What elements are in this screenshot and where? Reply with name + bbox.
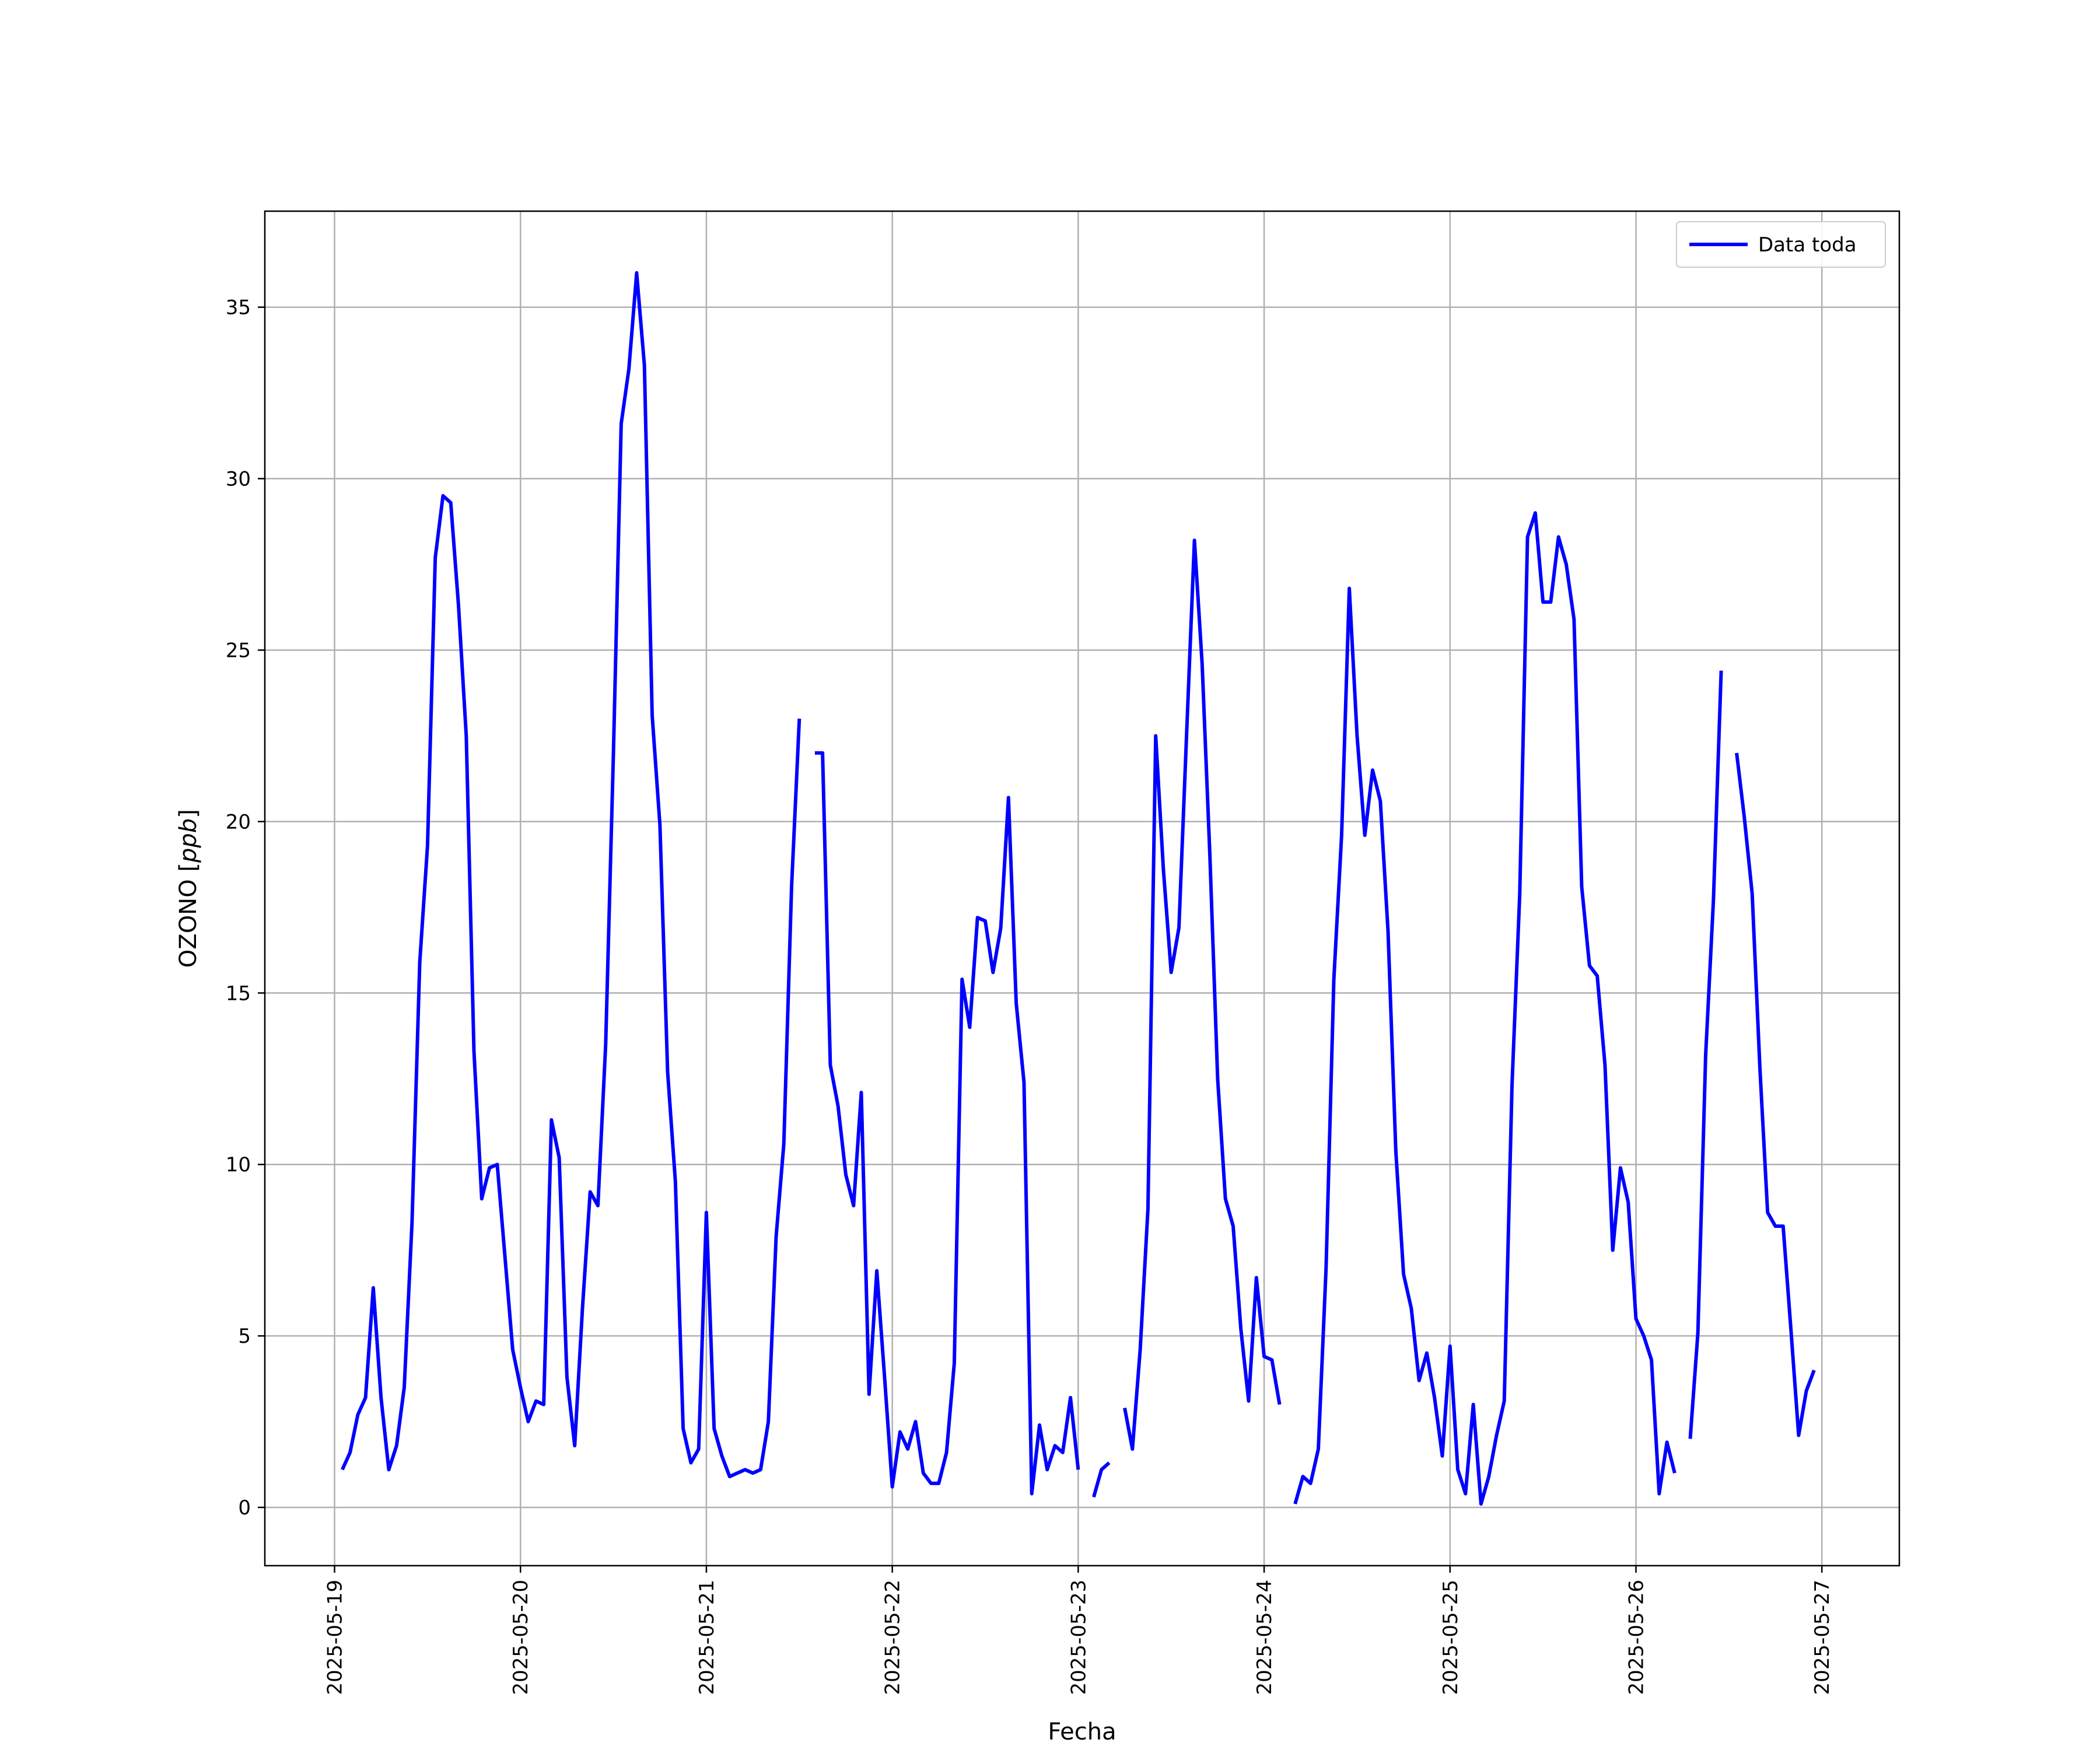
x-axis-label: Fecha [1048,1718,1116,1745]
y-tick-label: 10 [226,1153,251,1177]
series-line-segment [341,271,802,1479]
legend-box [1676,221,1886,268]
y-axis: 0 5 10 15 20 25 30 35 [226,296,265,1520]
series-line-segment [1293,511,1676,1506]
y-axis-label-suffix: ] [175,809,202,818]
y-tick-label: 0 [238,1496,251,1520]
series-line-segment [1123,538,1282,1451]
series-line-segment [814,751,1080,1496]
x-tick-label: 2025-05-25 [1439,1580,1462,1695]
x-tick-label: 2025-05-27 [1811,1580,1834,1695]
x-tick-label: 2025-05-26 [1625,1580,1648,1695]
y-tick-label: 5 [238,1325,251,1348]
y-axis-label: OZONO [ppb] [175,809,202,968]
legend: Data toda [1676,221,1886,268]
series-line-segment [1092,1461,1111,1498]
x-tick-label: 2025-05-20 [509,1580,533,1695]
y-tick-label: 30 [226,468,251,491]
y-axis-label-prefix: OZONO [ [175,863,202,968]
x-tick-label: 2025-05-21 [695,1580,719,1695]
x-tick-label: 2025-05-19 [324,1580,347,1695]
x-tick-label: 2025-05-22 [881,1580,905,1695]
x-tick-label: 2025-05-24 [1253,1580,1276,1695]
x-tick-label: 2025-05-23 [1067,1580,1090,1695]
series-layer [341,271,1816,1506]
legend-label-data-toda: Data toda [1758,233,1857,257]
series-line-segment [1688,670,1723,1439]
y-tick-label: 35 [226,296,251,320]
y-tick-label: 20 [226,810,251,834]
y-tick-label: 25 [226,639,251,662]
x-axis: 2025-05-19 2025-05-20 2025-05-21 2025-05-22… [324,1566,1834,1695]
plot-frame [264,210,1901,1567]
y-axis-label-unit: ppb [175,818,202,863]
grid [265,211,1899,1566]
series-line-segment [1735,752,1816,1437]
y-tick-label: 15 [226,982,251,1005]
